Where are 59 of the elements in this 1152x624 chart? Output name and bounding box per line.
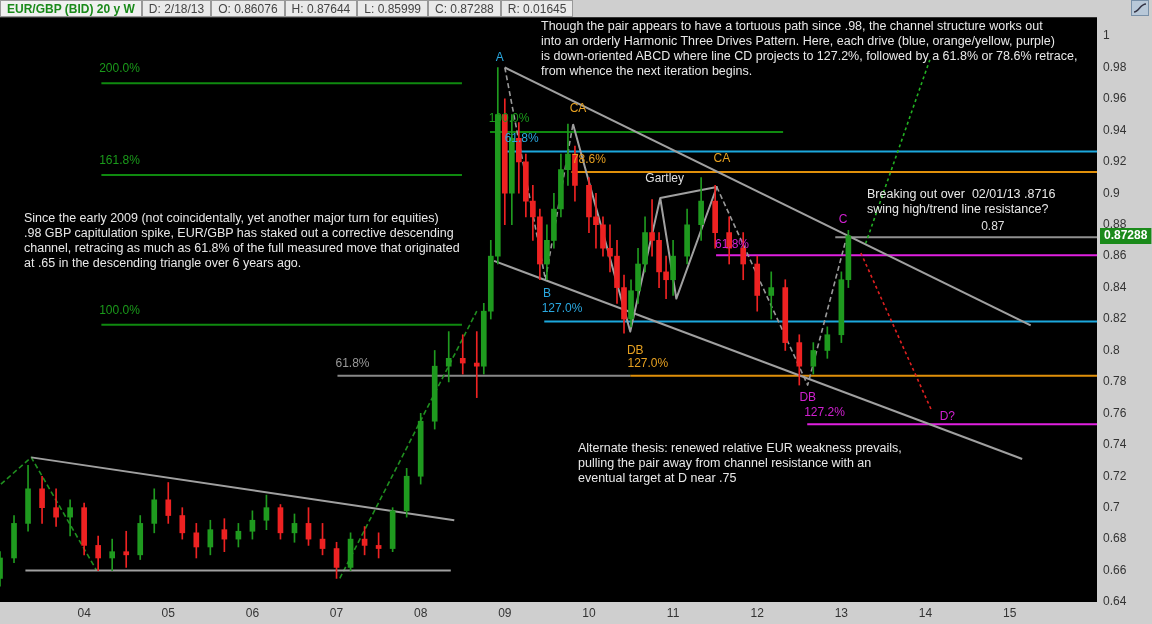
annotation: Breaking out over 02/01/13 .8716 swing high/trend line resistance? — [867, 187, 1056, 217]
annotation: A — [495, 50, 504, 65]
y-tick-label: 0.96 — [1103, 91, 1127, 106]
y-tick-label: 0.78 — [1103, 374, 1127, 389]
x-tick-label: 09 — [498, 605, 512, 620]
y-tick-label: 1 — [1103, 28, 1110, 43]
annotation: 100.0% — [99, 302, 141, 317]
y-tick-label: 0.92 — [1103, 154, 1127, 169]
text: R: 0.01645 — [500, 0, 574, 17]
text: O: 0.86076 — [211, 0, 285, 17]
annotation: 127.0% — [627, 356, 669, 371]
x-tick-label: 05 — [161, 605, 176, 620]
x-tick-label: 12 — [750, 605, 765, 620]
annotation: CA — [569, 100, 587, 115]
text: C: 0.87288 — [428, 0, 501, 17]
annotation: B — [542, 286, 551, 301]
y-tick-label: 0.68 — [1103, 531, 1127, 546]
y-tick-label: 0.82 — [1103, 311, 1127, 326]
x-tick-label: 10 — [582, 605, 596, 620]
chart-title: EUR/GBP (BID) 20 y W — [0, 0, 142, 17]
y-tick-label: 0.98 — [1103, 59, 1127, 74]
annotation: C — [838, 212, 848, 227]
y-tick-label: 0.84 — [1103, 279, 1127, 294]
annotation: Alternate thesis: renewed relative EUR weakness prevails, pulling the pair away from channel resistance with an eventual target at D near .75 — [578, 441, 902, 486]
annotation: Though the pair appears to have a tortuous path since .98, the channel structure works out into an orderly Harmonic Three Drives Pattern. Here, each drive (blue, orange/yellow, purple) is down-oriented ABCD where line CD projects to 127.2%, followed by a 61.8% or 78.6% retrace, from whence the next iteration begins. — [541, 19, 1078, 79]
y-tick-label: 0.72 — [1103, 468, 1127, 483]
y-tick-label: 0.8 — [1103, 342, 1121, 357]
annotation: Since the early 2009 (not coincidentally, yet another major turn for equities) .98 GBP capitulation spike, EUR/GBP has staked out a corrective descending channel, retracing as much as 61.8% of the full measured move that originated at .65 in the descending triangle over 6 years ago. — [24, 211, 460, 271]
text: D: 2/18/13 — [141, 0, 212, 17]
annotation: D? — [939, 408, 956, 423]
y-tick-label: 0.86 — [1103, 248, 1127, 263]
y-tick-label: 0.64 — [1103, 594, 1127, 609]
x-tick-label: 13 — [834, 605, 849, 620]
text: 0.87288 — [1104, 228, 1148, 243]
y-tick-label: 0.7 — [1103, 499, 1121, 514]
x-tick-label: 06 — [245, 605, 260, 620]
x-tick-label: 14 — [918, 605, 933, 620]
annotation: DB — [799, 389, 817, 404]
annotation: 127.0% — [541, 301, 583, 316]
x-tick-label: 04 — [77, 605, 92, 620]
x-tick-label: 15 — [1002, 605, 1017, 620]
y-tick-label: 0.74 — [1103, 437, 1127, 452]
y-tick-label: 0.76 — [1103, 405, 1127, 420]
y-tick-label: 0.94 — [1103, 122, 1127, 137]
annotation: 0.87 — [981, 219, 1005, 234]
text: H: 0.87644 — [284, 0, 358, 17]
annotation: 200.0% — [99, 61, 141, 76]
annotation: 127.2% — [804, 404, 846, 419]
annotation: 161.8% — [99, 153, 141, 168]
x-tick-label: 07 — [329, 605, 344, 620]
y-tick-label: 0.9 — [1103, 185, 1121, 200]
x-tick-label: 08 — [414, 605, 428, 620]
x-tick-label: 11 — [666, 605, 680, 620]
annotation: 61.8% — [335, 356, 370, 371]
annotation: DB — [626, 342, 644, 357]
y-tick-label: 0.66 — [1103, 562, 1127, 577]
text: L: 0.85999 — [357, 0, 429, 17]
annotation: CA — [713, 151, 731, 165]
annotation: Gartley — [645, 171, 685, 186]
